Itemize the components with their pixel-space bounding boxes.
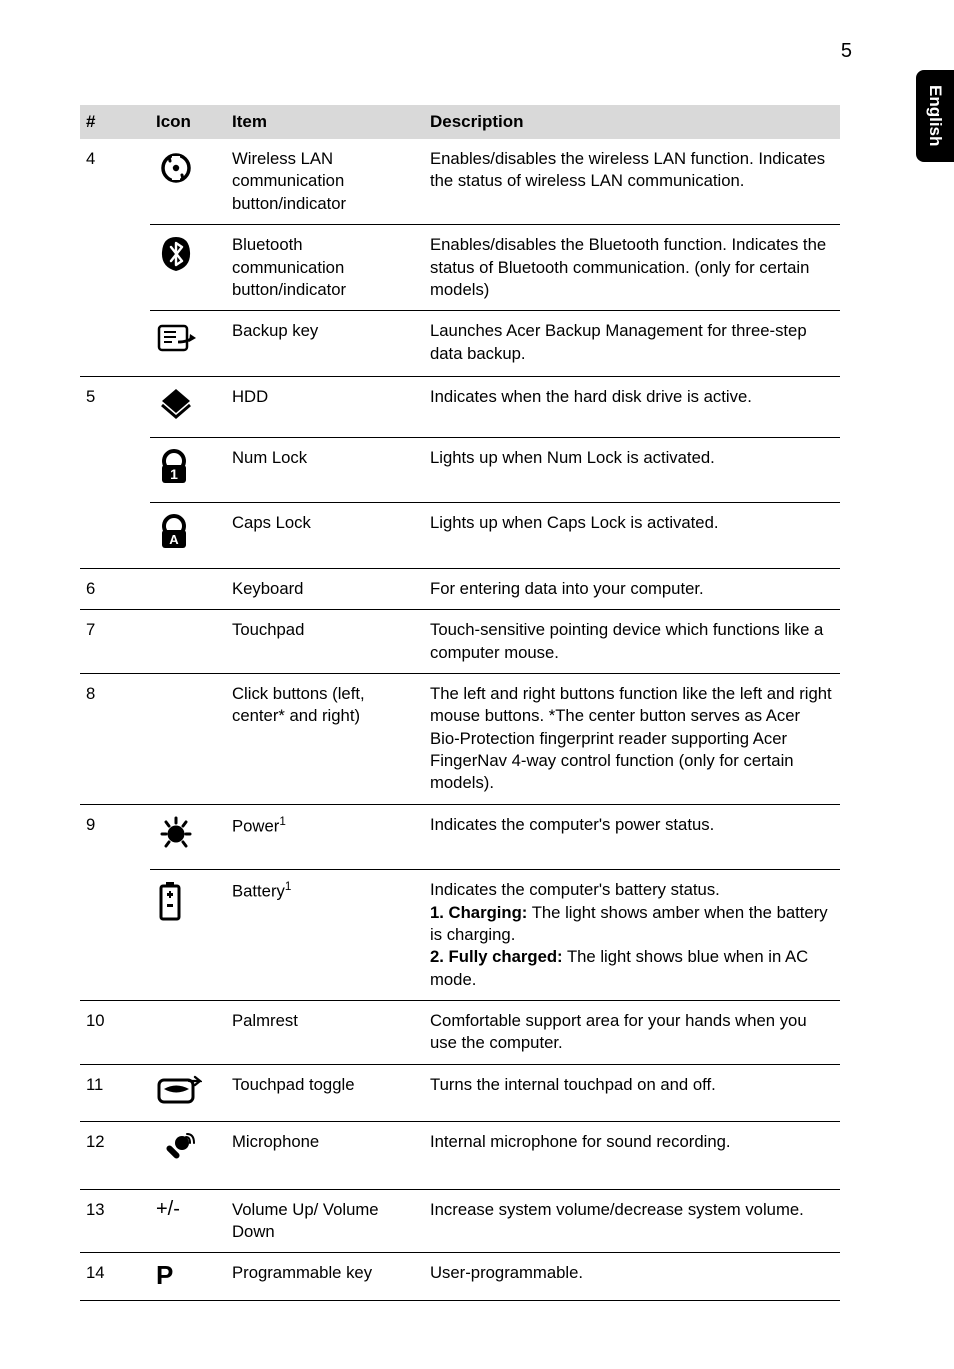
item-description: Enables/disables the wireless LAN functi… — [424, 139, 840, 225]
item-name: Touchpad toggle — [226, 1064, 424, 1121]
item-name: Touchpad — [226, 610, 424, 674]
table-row: 1 Num LockLights up when Num Lock is act… — [80, 438, 840, 503]
row-number: 13 — [80, 1189, 150, 1253]
item-name: Battery1 — [226, 870, 424, 1001]
language-tab: English — [916, 70, 954, 162]
item-description: Touch-sensitive pointing device which fu… — [424, 610, 840, 674]
item-description: Lights up when Num Lock is activated. — [424, 438, 840, 503]
col-header-item: Item — [226, 105, 424, 139]
row-number: 4 — [80, 139, 150, 376]
spec-table: # Icon Item Description 4 Wireless LAN c… — [80, 105, 840, 1301]
caps-lock-icon: A — [156, 512, 192, 552]
microphone-icon — [156, 1131, 196, 1173]
touchpad-toggle-icon — [156, 1074, 202, 1106]
item-description: Comfortable support area for your hands … — [424, 1001, 840, 1065]
row-number: 11 — [80, 1064, 150, 1121]
item-name: Volume Up/ Volume Down — [226, 1189, 424, 1253]
col-header-icon: Icon — [150, 105, 226, 139]
item-name: Wireless LAN communication button/indica… — [226, 139, 424, 225]
svg-text:1: 1 — [170, 466, 178, 482]
table-row: 11 Touchpad toggleTurns the internal tou… — [80, 1064, 840, 1121]
item-name: HDD — [226, 376, 424, 437]
table-row: 6 KeyboardFor entering data into your com… — [80, 568, 840, 609]
table-row: 8 Click buttons (left, center* and right)… — [80, 673, 840, 804]
item-name: Microphone — [226, 1122, 424, 1189]
table-row: 9 Power1Indicates the computer's power s… — [80, 804, 840, 869]
table-row: 13 +/- Volume Up/ Volume DownIncrease syst… — [80, 1189, 840, 1253]
item-description: Enables/disables the Bluetooth function.… — [424, 225, 840, 311]
item-description: User-programmable. — [424, 1253, 840, 1300]
table-row: 4 Wireless LAN communication button/indi… — [80, 139, 840, 225]
item-description: The left and right buttons function like… — [424, 673, 840, 804]
row-number: 10 — [80, 1001, 150, 1065]
row-number: 8 — [80, 673, 150, 804]
power-icon — [156, 814, 196, 854]
col-header-desc: Description — [424, 105, 840, 139]
num-lock-icon: 1 — [156, 447, 192, 487]
row-number: 5 — [80, 376, 150, 568]
page-number: 5 — [841, 40, 852, 63]
item-description: Indicates the computer's power status. — [424, 804, 840, 869]
table-row: 5 HDDIndicates when the hard disk drive … — [80, 376, 840, 437]
col-header-num: # — [80, 105, 150, 139]
table-row: 7 TouchpadTouch-sensitive pointing device… — [80, 610, 840, 674]
table-row: A Caps LockLights up when Caps Lock is a… — [80, 503, 840, 568]
plus-minus-label: +/- — [156, 1199, 180, 1219]
item-name: Palmrest — [226, 1001, 424, 1065]
hdd-icon — [156, 386, 196, 422]
item-name: Num Lock — [226, 438, 424, 503]
table-row: Bluetooth communication button/indicator… — [80, 225, 840, 311]
wireless-lan-icon — [156, 148, 196, 188]
battery-icon — [156, 879, 184, 923]
row-number: 9 — [80, 804, 150, 1000]
table-row: 14P Programmable keyUser-programmable. — [80, 1253, 840, 1300]
table-row: Battery1Indicates the computer's battery… — [80, 870, 840, 1001]
item-name: Click buttons (left, center* and right) — [226, 673, 424, 804]
header-row: # Icon Item Description — [80, 105, 840, 139]
table-row: 12 MicrophoneInternal microphone for sou… — [80, 1122, 840, 1189]
item-name: Power1 — [226, 804, 424, 869]
item-description: Indicates when the hard disk drive is ac… — [424, 376, 840, 437]
row-number: 14 — [80, 1253, 150, 1300]
content-area: # Icon Item Description 4 Wireless LAN c… — [80, 105, 840, 1301]
row-number: 6 — [80, 568, 150, 609]
backup-key-icon — [156, 320, 202, 360]
bluetooth-icon — [156, 234, 196, 274]
svg-text:A: A — [169, 532, 179, 547]
item-description: Launches Acer Backup Management for thre… — [424, 311, 840, 376]
row-number: 7 — [80, 610, 150, 674]
item-description: Internal microphone for sound recording. — [424, 1122, 840, 1189]
item-name: Bluetooth communication button/indicator — [226, 225, 424, 311]
item-name: Backup key — [226, 311, 424, 376]
item-name: Caps Lock — [226, 503, 424, 568]
item-name: Programmable key — [226, 1253, 424, 1300]
item-description: Turns the internal touchpad on and off. — [424, 1064, 840, 1121]
item-description: Indicates the computer's battery status.… — [424, 870, 840, 1001]
item-description: Increase system volume/decrease system v… — [424, 1189, 840, 1253]
item-description: Lights up when Caps Lock is activated. — [424, 503, 840, 568]
table-row: Backup keyLaunches Acer Backup Managemen… — [80, 311, 840, 376]
p-key-label: P — [156, 1262, 173, 1288]
row-number: 12 — [80, 1122, 150, 1189]
item-name: Keyboard — [226, 568, 424, 609]
table-row: 10 PalmrestComfortable support area for y… — [80, 1001, 840, 1065]
item-description: For entering data into your computer. — [424, 568, 840, 609]
